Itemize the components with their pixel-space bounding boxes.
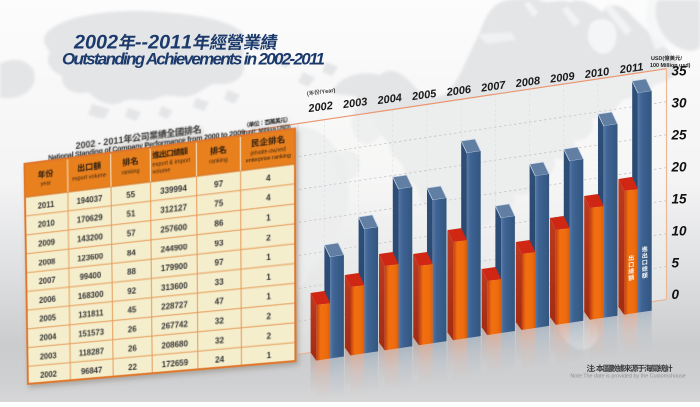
svg-text:51: 51 (127, 209, 136, 219)
svg-text:2007: 2007 (39, 275, 57, 286)
svg-text:33: 33 (215, 277, 225, 287)
svg-text:20: 20 (671, 160, 688, 175)
svg-text:2004: 2004 (39, 332, 57, 343)
svg-text:5: 5 (672, 255, 680, 270)
svg-text:1: 1 (267, 351, 272, 361)
svg-text:2002: 2002 (40, 369, 58, 380)
svg-text:57: 57 (127, 228, 136, 238)
svg-text:55: 55 (126, 190, 135, 201)
svg-text:15: 15 (672, 191, 688, 206)
svg-text:88: 88 (127, 267, 136, 277)
svg-text:24: 24 (215, 355, 225, 365)
svg-text:26: 26 (128, 324, 137, 334)
svg-text:47: 47 (215, 296, 225, 306)
svg-text:4: 4 (266, 173, 271, 183)
svg-text:25: 25 (671, 128, 688, 143)
svg-text:Outstanding Achievements in 20: Outstanding Achievements in 2002-2011 (62, 50, 325, 69)
svg-text:32: 32 (215, 316, 225, 326)
svg-text:2003: 2003 (40, 351, 58, 362)
svg-text:1: 1 (266, 272, 271, 282)
svg-text:0: 0 (672, 287, 680, 302)
svg-text:97: 97 (214, 179, 224, 190)
svg-text:97: 97 (215, 257, 225, 267)
svg-text:75: 75 (214, 199, 224, 210)
svg-text:1: 1 (266, 252, 271, 262)
svg-text:1: 1 (266, 292, 271, 302)
svg-text:92: 92 (127, 286, 136, 296)
svg-text:1: 1 (266, 213, 271, 223)
svg-text:2: 2 (266, 331, 271, 341)
svg-text:4: 4 (266, 193, 271, 203)
svg-text:86: 86 (214, 218, 224, 229)
svg-text:100 Million usd): 100 Million usd) (650, 63, 691, 69)
svg-text:2006: 2006 (39, 294, 57, 305)
svg-text:2: 2 (266, 311, 271, 321)
svg-text:26: 26 (128, 343, 137, 353)
svg-text:10: 10 (672, 223, 688, 238)
svg-text:2008: 2008 (38, 256, 56, 267)
svg-text:96847: 96847 (81, 365, 103, 376)
svg-text:2009: 2009 (38, 237, 56, 248)
svg-text:93: 93 (214, 238, 224, 249)
svg-text:Note:The date is provided by t: Note:The date is provided by the Customs… (570, 373, 685, 379)
svg-text:30: 30 (672, 96, 688, 111)
svg-text:32: 32 (215, 335, 225, 345)
svg-text:22: 22 (128, 362, 137, 372)
svg-text:45: 45 (128, 305, 137, 315)
svg-text:84: 84 (127, 248, 136, 258)
svg-text:2: 2 (266, 233, 271, 243)
svg-text:2005: 2005 (39, 313, 57, 324)
svg-text:year: year (40, 180, 51, 187)
